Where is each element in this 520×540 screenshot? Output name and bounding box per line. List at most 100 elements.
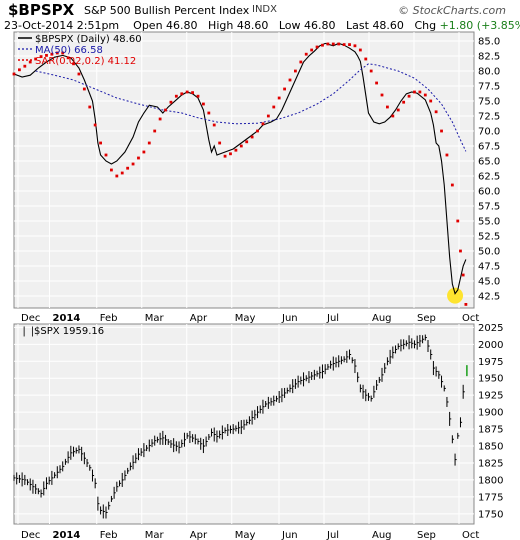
sar-point xyxy=(18,68,21,72)
sar-point xyxy=(348,43,351,46)
sar-point xyxy=(283,87,286,91)
y-tick-label: 1950 xyxy=(478,374,503,385)
y-tick-label: 1975 xyxy=(478,357,503,368)
sar-point xyxy=(191,91,194,94)
y-tick-label: 67.5 xyxy=(478,142,500,153)
sar-point xyxy=(207,111,211,115)
chg-label: Chg xyxy=(414,19,437,32)
x-tick-label: Jul xyxy=(326,313,339,324)
sar-point xyxy=(256,129,259,133)
low-highlight xyxy=(447,287,464,304)
sar-point xyxy=(315,45,319,49)
top-y-axis: 85.0 82.5 80.0 77.5 75.0 72.5 70.0 67.5 65.0 62.5… xyxy=(478,37,500,303)
top-series-group xyxy=(12,42,468,306)
y-tick-label: 2025 xyxy=(478,323,503,334)
sar-point xyxy=(391,114,395,118)
sar-point xyxy=(66,56,70,60)
legend-price: $BPSPX (Daily) 48.60 xyxy=(35,34,142,45)
sar-point xyxy=(450,183,454,187)
x-tick-label: Sep xyxy=(417,530,436,540)
sar-point xyxy=(99,141,102,145)
x-tick-label: Oct xyxy=(462,313,479,324)
sar-point xyxy=(126,166,130,170)
site-logo[interactable]: © StockCharts.com xyxy=(398,4,506,17)
legend-spx: $SPX 1959.16 xyxy=(34,326,104,337)
sar-point xyxy=(234,148,238,152)
sar-point xyxy=(55,51,59,55)
sar-point xyxy=(440,129,443,133)
y-tick-label: 57.5 xyxy=(478,202,500,213)
sar-point xyxy=(88,105,92,109)
x-tick-label: Dec xyxy=(21,530,40,540)
sar-point xyxy=(137,156,140,160)
sar-point xyxy=(174,94,178,98)
y-tick-label: 65.0 xyxy=(478,157,500,168)
y-tick-label: 77.5 xyxy=(478,82,500,93)
x-tick-label: Apr xyxy=(190,313,208,324)
y-tick-label: 85.0 xyxy=(478,37,500,48)
sar-point xyxy=(288,78,292,82)
sar-point xyxy=(229,152,232,156)
y-tick-label: 60.0 xyxy=(478,187,500,198)
sar-point xyxy=(196,94,200,98)
y-tick-label: 47.5 xyxy=(478,262,500,273)
sar-point xyxy=(93,123,97,127)
sar-point xyxy=(45,54,48,57)
y-tick-label: 1825 xyxy=(478,458,503,469)
top-x-axis: Dec 2014 Feb Mar Apr May Jun Jul Aug Sep Oct xyxy=(21,313,479,324)
sar-point xyxy=(429,99,433,103)
sar-point xyxy=(104,153,108,157)
sar-point xyxy=(369,69,373,73)
x-tick-label: Apr xyxy=(190,530,208,540)
sar-point xyxy=(142,150,146,154)
sar-point xyxy=(147,141,151,145)
sar-point xyxy=(386,105,389,109)
sar-point xyxy=(331,42,335,46)
exchange: INDX xyxy=(252,4,277,15)
sar-point xyxy=(407,94,411,98)
y-tick-label: 2000 xyxy=(478,340,503,351)
low-label: Low xyxy=(278,19,301,32)
ma-line xyxy=(35,63,467,152)
sar-point xyxy=(110,168,113,172)
low-value: 46.80 xyxy=(304,19,336,32)
y-tick-label: 1750 xyxy=(478,509,503,520)
sar-point xyxy=(423,93,427,97)
sar-point xyxy=(202,102,205,106)
sar-point xyxy=(223,154,227,158)
sar-point xyxy=(212,123,216,127)
sar-point xyxy=(277,96,281,100)
x-tick-label: Oct xyxy=(462,530,479,540)
sar-point xyxy=(169,100,173,104)
sar-point xyxy=(120,171,124,175)
y-tick-label: 1875 xyxy=(478,425,503,436)
sar-point xyxy=(72,62,75,66)
x-tick-label: Aug xyxy=(372,530,392,540)
sar-point xyxy=(310,48,314,52)
sar-point xyxy=(456,219,460,223)
last-label: Last xyxy=(346,19,369,32)
sar-point xyxy=(434,110,438,114)
sar-point xyxy=(82,87,86,91)
y-tick-label: 62.5 xyxy=(478,172,500,183)
sar-point xyxy=(185,90,189,94)
y-tick-label: 70.0 xyxy=(478,127,500,138)
symbol-name: S&P 500 Bullish Percent Index xyxy=(84,4,250,17)
y-tick-label: 52.5 xyxy=(478,232,500,243)
sar-point xyxy=(23,64,27,68)
sar-point xyxy=(12,72,16,76)
sar-point xyxy=(445,153,449,157)
sar-point xyxy=(396,108,400,112)
bottom-x-axis: Dec 2014 Feb Mar Apr May Jun Jul Aug Sep Oct xyxy=(21,530,479,540)
high-label: High xyxy=(208,19,234,32)
sar-point xyxy=(131,162,135,166)
x-tick-label: 2014 xyxy=(53,313,81,324)
sar-point xyxy=(459,249,462,253)
sar-point xyxy=(115,174,119,178)
x-tick-label: May xyxy=(235,530,256,540)
y-tick-label: 1775 xyxy=(478,492,503,503)
x-tick-label: Sep xyxy=(417,313,436,324)
x-tick-label: Jun xyxy=(281,313,298,324)
sar-point xyxy=(353,44,357,48)
sar-point xyxy=(402,100,406,104)
